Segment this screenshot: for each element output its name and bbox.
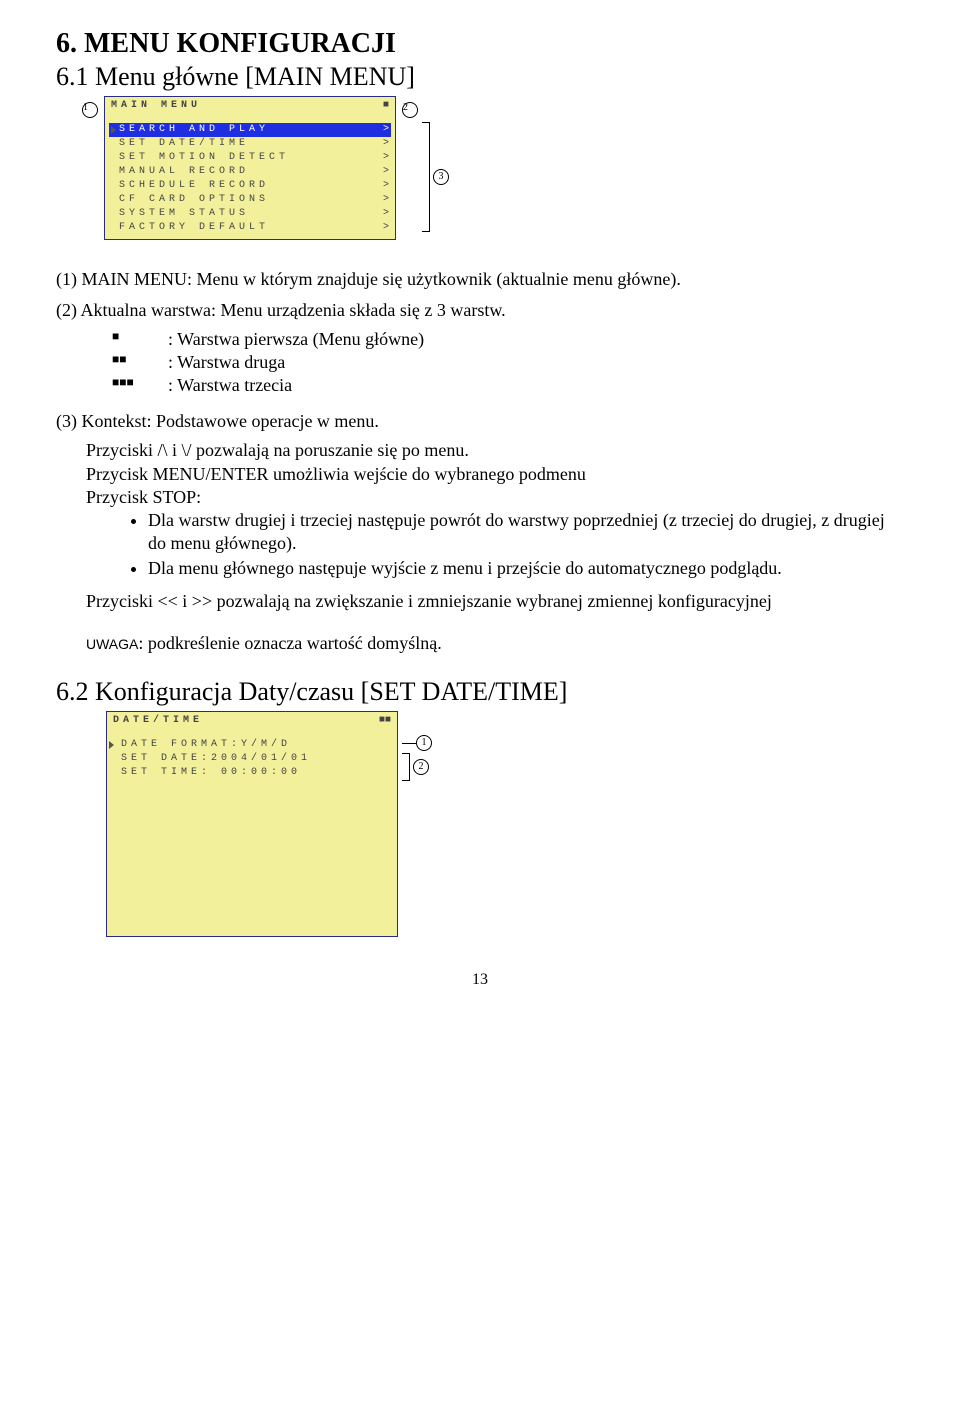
callout-1-date: 1 bbox=[416, 735, 432, 751]
layer-marker-icon: ■■ bbox=[379, 715, 391, 726]
menu-item-label: SEARCH AND PLAY bbox=[119, 123, 269, 137]
menu-item[interactable]: SYSTEM STATUS > bbox=[105, 207, 395, 221]
chevron-right-icon: > bbox=[383, 137, 389, 151]
menu-item-label: SET DATE:2004/01/01 bbox=[121, 752, 311, 766]
chevron-right-icon: > bbox=[383, 207, 389, 221]
layer-marker-icon: ■ bbox=[383, 100, 389, 111]
desc-3d: Przycisk STOP: bbox=[86, 486, 904, 509]
menu-item-label: DATE FORMAT:Y/M/D bbox=[121, 738, 291, 752]
square-icon: ■ bbox=[112, 329, 140, 350]
menu-item[interactable]: CF CARD OPTIONS > bbox=[105, 193, 395, 207]
page-number: 13 bbox=[56, 971, 904, 989]
date-menu-panel: DATE/TIME ■■ DATE FORMAT:Y/M/DSET DATE:2… bbox=[106, 711, 398, 937]
legend-text-3: : Warstwa trzecia bbox=[168, 375, 292, 396]
callout-3: 3 bbox=[433, 169, 449, 185]
main-menu-title-row: MAIN MENU ■ bbox=[105, 97, 395, 113]
menu-item-label: FACTORY DEFAULT bbox=[119, 221, 269, 235]
menu-item[interactable]: DATE FORMAT:Y/M/D bbox=[107, 738, 397, 752]
legend-text-2: : Warstwa druga bbox=[168, 352, 285, 373]
desc-3c: Przycisk MENU/ENTER umożliwia wejście do… bbox=[86, 463, 904, 486]
chevron-right-icon: > bbox=[383, 179, 389, 193]
cursor-icon bbox=[109, 741, 114, 749]
desc-4: Przyciski << i >> pozwalają na zwiększan… bbox=[86, 590, 904, 613]
desc-1: (1) MAIN MENU: Menu w którym znajduje si… bbox=[56, 268, 904, 291]
cursor-icon bbox=[111, 126, 116, 134]
desc-2: (2) Aktualna warstwa: Menu urządzenia sk… bbox=[56, 299, 904, 322]
uwaga-label: UWAGA bbox=[86, 636, 138, 652]
square-icon: ■■■ bbox=[112, 375, 140, 396]
square-icon: ■■ bbox=[112, 352, 140, 373]
menu-item[interactable]: SCHEDULE RECORD > bbox=[105, 179, 395, 193]
menu-item[interactable]: SET MOTION DETECT > bbox=[105, 151, 395, 165]
bracket-icon bbox=[402, 753, 410, 781]
bullet-1: Dla warstw drugiej i trzeciej następuje … bbox=[148, 509, 904, 555]
callout-2-date: 2 bbox=[413, 759, 429, 775]
main-menu-panel: MAIN MENU ■ SEARCH AND PLAY>SET DATE/TIM… bbox=[104, 96, 396, 240]
date-menu-figure: DATE/TIME ■■ DATE FORMAT:Y/M/DSET DATE:2… bbox=[106, 711, 904, 937]
menu-item-label: CF CARD OPTIONS bbox=[119, 193, 269, 207]
chevron-right-icon: > bbox=[383, 165, 389, 179]
menu-item-label: SET TIME: 00:00:00 bbox=[121, 766, 301, 780]
callout-1: 1 bbox=[82, 102, 98, 118]
chevron-right-icon: > bbox=[383, 151, 389, 165]
menu-item[interactable]: SET DATE/TIME > bbox=[105, 137, 395, 151]
subsection-6-1: 6.1 Menu główne [MAIN MENU] bbox=[56, 62, 904, 92]
menu-item-label: SET DATE/TIME bbox=[119, 137, 249, 151]
uwaga-rest: : podkreślenie oznacza wartość domyślną. bbox=[138, 633, 441, 653]
stop-bullets: Dla warstw drugiej i trzeciej następuje … bbox=[136, 509, 904, 580]
menu-item[interactable]: FACTORY DEFAULT > bbox=[105, 221, 395, 235]
menu-item[interactable]: SEARCH AND PLAY > bbox=[109, 123, 391, 137]
menu-item[interactable]: SET DATE:2004/01/01 bbox=[107, 752, 397, 766]
chevron-right-icon: > bbox=[383, 221, 389, 235]
layer-legend: ■ : Warstwa pierwsza (Menu główne) ■■ : Wa… bbox=[112, 329, 904, 396]
uwaga-line: UWAGA: podkreślenie oznacza wartość domy… bbox=[86, 632, 904, 655]
date-menu-title-row: DATE/TIME ■■ bbox=[107, 712, 397, 728]
subsection-6-2: 6.2 Konfiguracja Daty/czasu [SET DATE/TI… bbox=[56, 677, 904, 707]
menu-item[interactable]: MANUAL RECORD > bbox=[105, 165, 395, 179]
callout-2: 2 bbox=[402, 102, 418, 118]
menu-item-label: SCHEDULE RECORD bbox=[119, 179, 269, 193]
chevron-right-icon: > bbox=[383, 193, 389, 207]
main-menu-figure: 1 MAIN MENU ■ SEARCH AND PLAY>SET DATE/T… bbox=[82, 96, 904, 240]
desc-3a: (3) Kontekst: Podstawowe operacje w menu… bbox=[56, 410, 904, 433]
date-menu-title: DATE/TIME bbox=[113, 715, 203, 726]
section-heading: 6. MENU KONFIGURACJI bbox=[56, 28, 904, 60]
menu-item[interactable]: SET TIME: 00:00:00 bbox=[107, 766, 397, 780]
bullet-2: Dla menu głównego następuje wyjście z me… bbox=[148, 557, 904, 580]
menu-item-label: SYSTEM STATUS bbox=[119, 207, 249, 221]
legend-text-1: : Warstwa pierwsza (Menu główne) bbox=[168, 329, 424, 350]
menu-item-label: SET MOTION DETECT bbox=[119, 151, 289, 165]
bracket-icon bbox=[422, 122, 430, 232]
main-menu-title: MAIN MENU bbox=[111, 100, 201, 111]
menu-item-label: MANUAL RECORD bbox=[119, 165, 249, 179]
desc-3b: Przyciski /\ i \/ pozwalają na poruszani… bbox=[86, 439, 904, 462]
chevron-right-icon: > bbox=[383, 123, 389, 137]
